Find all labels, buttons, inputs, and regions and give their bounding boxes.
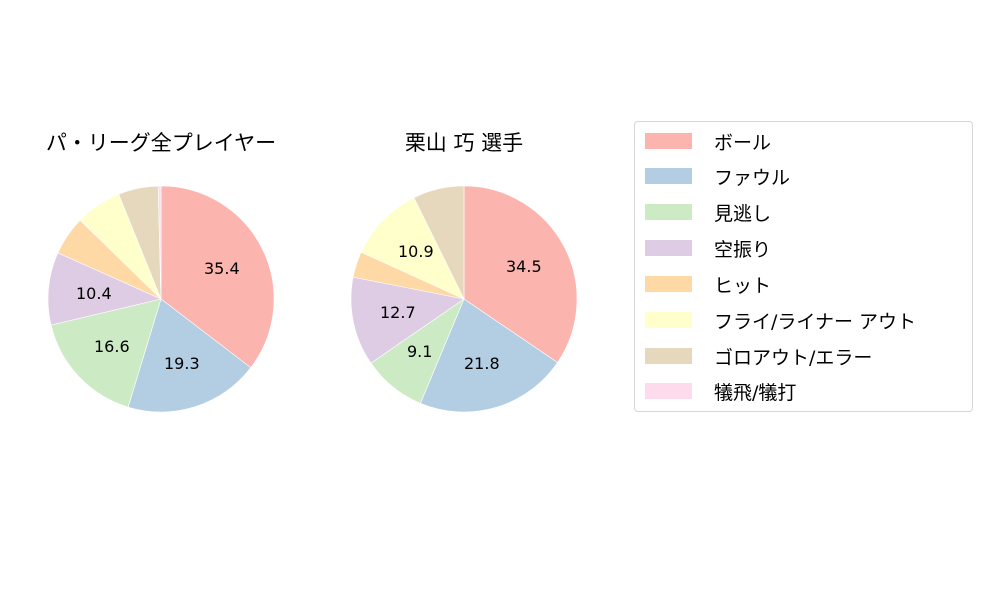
left-label-swinging: 10.4 bbox=[76, 284, 112, 303]
pie-slice bbox=[360, 197, 465, 300]
pie-slice bbox=[160, 185, 275, 369]
legend-label: ゴロアウト/エラー bbox=[714, 346, 873, 369]
swatch-looking bbox=[645, 204, 692, 220]
pie-slice bbox=[463, 185, 578, 363]
legend-label: フライ/ライナー アウト bbox=[714, 310, 917, 333]
legend-item-hit: ヒット bbox=[645, 272, 772, 297]
pie-slice bbox=[127, 298, 252, 413]
legend-item-flyout: フライ/ライナー アウト bbox=[645, 308, 917, 333]
pie-slice bbox=[47, 252, 162, 326]
legend-label: 犠飛/犠打 bbox=[714, 381, 797, 404]
right-chart-title: 栗山 巧 選手 bbox=[404, 131, 524, 155]
legend-label: ボール bbox=[714, 131, 772, 154]
right-label-swinging: 12.7 bbox=[380, 303, 416, 322]
left-label-ball: 35.4 bbox=[204, 259, 240, 278]
legend-item-ball: ボール bbox=[645, 129, 772, 154]
swatch-foul bbox=[645, 168, 692, 184]
left-label-looking: 16.6 bbox=[94, 337, 130, 356]
pie-slice bbox=[350, 276, 465, 364]
swatch-groundout bbox=[645, 348, 692, 364]
pie-slice bbox=[50, 298, 162, 408]
swatch-flyout bbox=[645, 312, 692, 328]
pie-slice bbox=[420, 298, 558, 413]
legend-item-looking: 見逃し bbox=[645, 200, 772, 225]
legend-item-foul: ファウル bbox=[645, 164, 791, 189]
right-label-looking: 9.1 bbox=[407, 342, 433, 361]
pie-slice bbox=[157, 185, 162, 300]
left-label-foul: 19.3 bbox=[164, 354, 200, 373]
pie-left bbox=[47, 185, 275, 413]
pie-slice bbox=[413, 185, 465, 300]
right-label-flyout: 10.9 bbox=[398, 242, 434, 261]
right-label-foul: 21.8 bbox=[464, 354, 500, 373]
pie-right bbox=[350, 185, 578, 413]
legend-label: ファウル bbox=[714, 166, 791, 189]
legend-label: 見逃し bbox=[714, 202, 772, 225]
legend-label: ヒット bbox=[714, 274, 772, 297]
swatch-sacrifice bbox=[645, 383, 692, 399]
legend: ボール ファウル 見逃し 空振り ヒット フライ/ライナー アウト ゴロアウト/… bbox=[634, 121, 973, 412]
legend-label: 空振り bbox=[714, 238, 772, 261]
legend-item-groundout: ゴロアウト/エラー bbox=[645, 344, 873, 369]
swatch-swinging bbox=[645, 240, 692, 256]
legend-item-sacrifice: 犠飛/犠打 bbox=[645, 379, 797, 404]
right-label-ball: 34.5 bbox=[506, 257, 542, 276]
legend-item-swinging: 空振り bbox=[645, 236, 772, 261]
swatch-ball bbox=[645, 133, 692, 149]
left-chart-title: パ・リーグ全プレイヤー bbox=[45, 131, 277, 155]
swatch-hit bbox=[645, 276, 692, 292]
